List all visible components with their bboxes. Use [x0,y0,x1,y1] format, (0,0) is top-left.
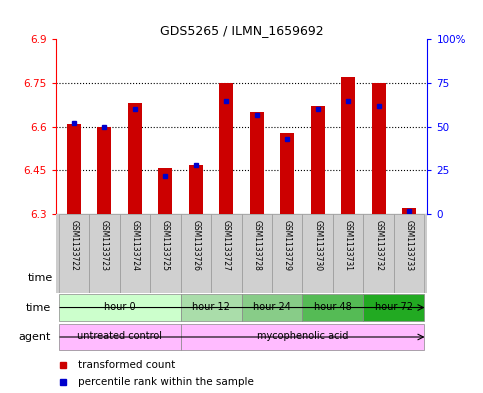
Text: hour 72: hour 72 [375,302,413,312]
Bar [341,77,355,214]
Text: GSM1133733: GSM1133733 [405,220,413,271]
Bar [302,214,333,293]
Bar [250,112,264,214]
Bar [189,165,203,214]
Bar [372,83,385,214]
Title: GDS5265 / ILMN_1659692: GDS5265 / ILMN_1659692 [160,24,323,37]
Bar [150,214,181,293]
Bar [280,132,294,214]
Bar [211,214,242,293]
Text: GSM1133726: GSM1133726 [191,220,200,271]
Bar [363,214,394,293]
Bar [58,214,89,293]
Text: GSM1133722: GSM1133722 [70,220,78,270]
Bar [272,214,302,293]
Bar [158,167,172,214]
Text: GSM1133724: GSM1133724 [130,220,139,271]
Bar [98,127,111,214]
Bar [333,214,363,293]
Text: transformed count: transformed count [78,360,175,370]
Text: percentile rank within the sample: percentile rank within the sample [78,376,254,387]
Bar [242,214,272,293]
Text: time: time [28,273,53,283]
Bar [58,324,181,350]
Bar [181,294,242,321]
Text: GSM1133729: GSM1133729 [283,220,292,271]
Bar [219,83,233,214]
Bar [302,294,363,321]
Text: hour 0: hour 0 [104,302,135,312]
Bar [67,124,81,214]
Text: hour 12: hour 12 [192,302,230,312]
Bar [311,107,325,214]
Text: GSM1133725: GSM1133725 [161,220,170,271]
Bar [363,294,425,321]
Text: hour 24: hour 24 [253,302,291,312]
Bar [128,103,142,214]
Bar [394,214,425,293]
Bar [402,208,416,214]
Text: GSM1133730: GSM1133730 [313,220,322,271]
Bar [120,214,150,293]
Text: GSM1133727: GSM1133727 [222,220,231,271]
Text: mycophenolic acid: mycophenolic acid [257,331,348,342]
Text: agent: agent [18,332,51,342]
Bar [58,294,181,321]
Bar [89,214,120,293]
Bar [181,324,425,350]
Text: time: time [26,303,51,312]
Bar [242,294,302,321]
Text: GSM1133723: GSM1133723 [100,220,109,271]
Bar [181,214,211,293]
Text: GSM1133728: GSM1133728 [252,220,261,270]
Text: untreated control: untreated control [77,331,162,342]
Text: GSM1133731: GSM1133731 [344,220,353,271]
Text: GSM1133732: GSM1133732 [374,220,383,271]
Text: hour 48: hour 48 [314,302,352,312]
